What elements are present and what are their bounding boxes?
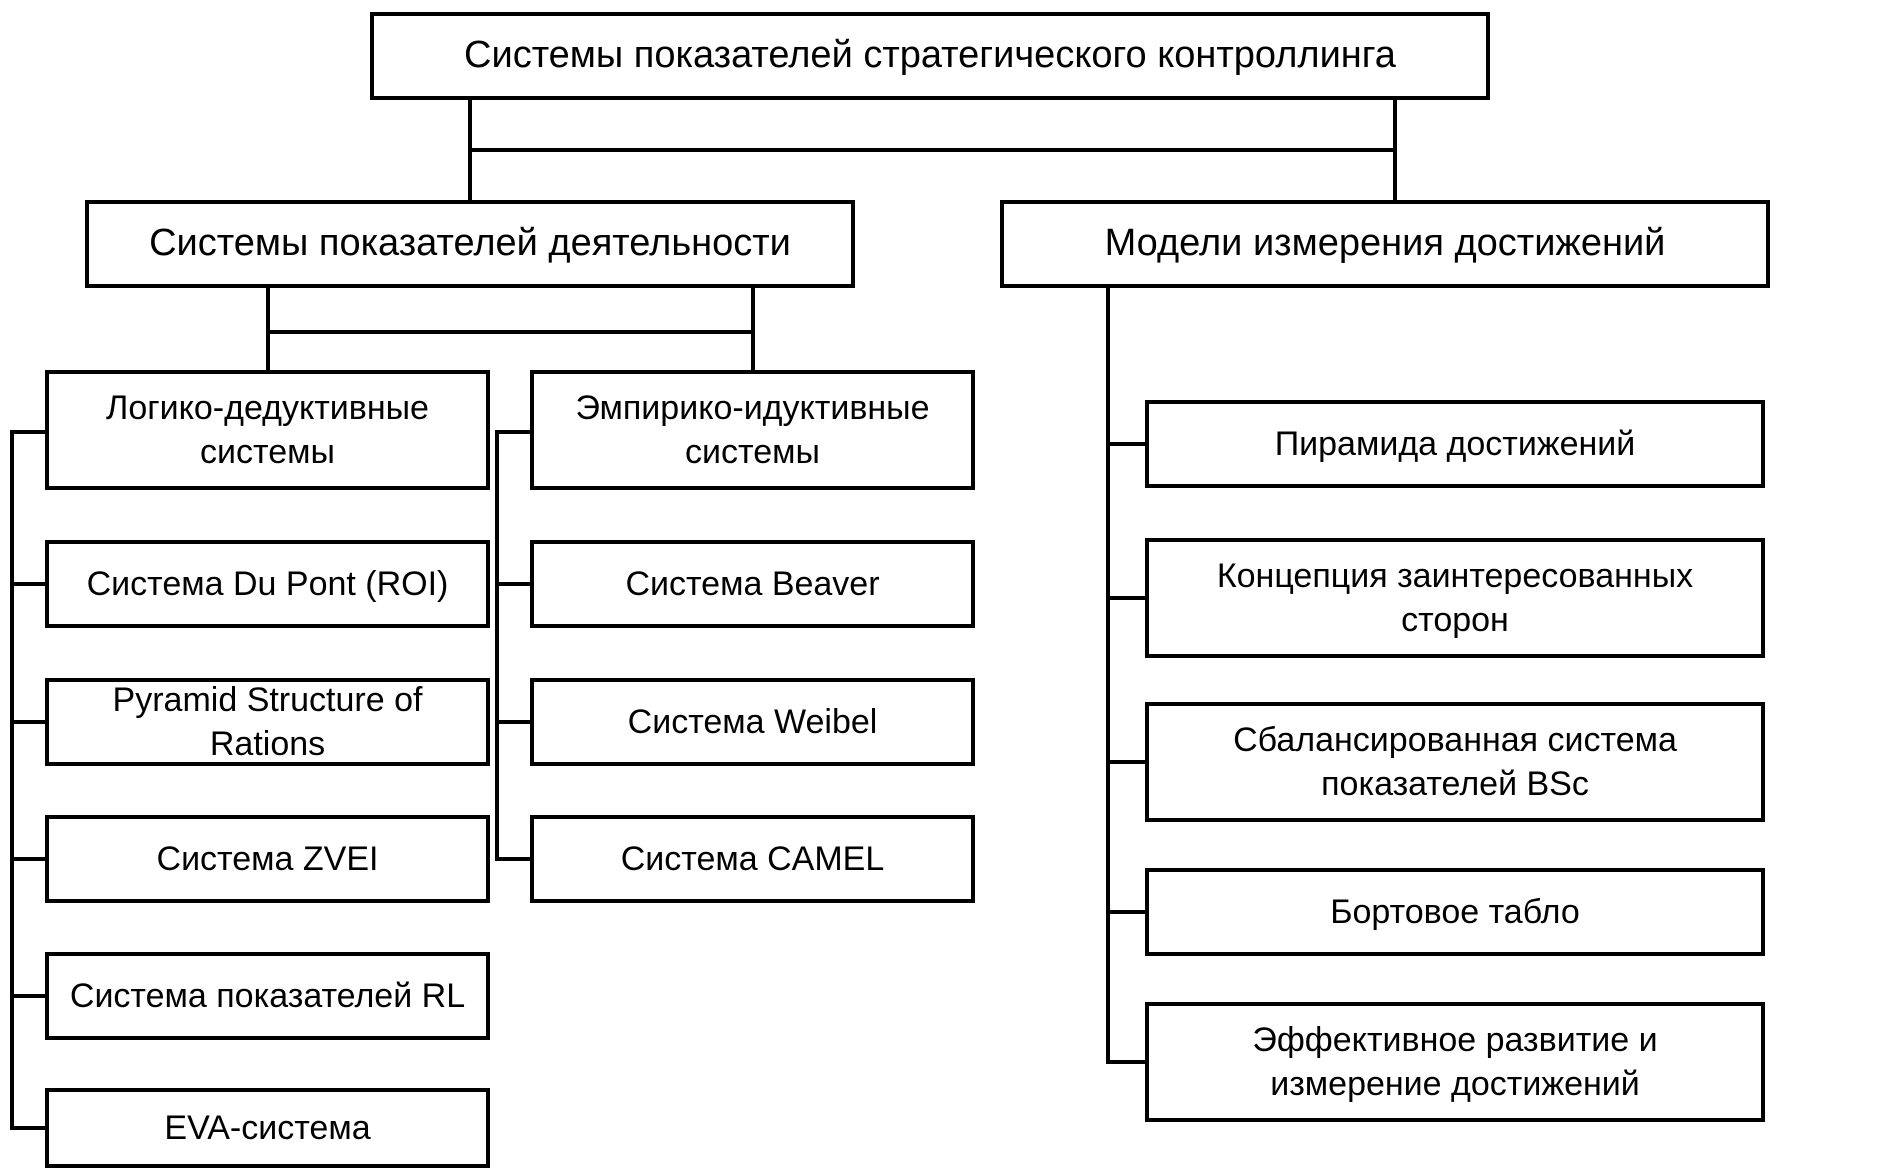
connector-line [1106,1060,1145,1064]
connector-line [468,148,472,200]
connector-line [10,857,45,861]
node-leaf-eva: EVA-система [45,1088,490,1168]
node-subbranch-empirico-inductive: Эмпирико-идуктивные системы [530,370,975,490]
connector-line [1393,100,1397,148]
node-subbranch-logico-deductive: Логико-дедуктивные системы [45,370,490,490]
node-branch-achievement-models: Модели измерения достижений [1000,200,1770,288]
connector-line [266,288,270,330]
connector-line [468,100,472,148]
node-leaf-rl: Система показателей RL [45,952,490,1040]
connector-line [10,430,45,434]
connector-line [495,857,530,861]
connector-line [1106,288,1110,1062]
connector-line [1106,596,1145,600]
connector-line [751,288,755,330]
node-leaf-effective-development: Эффективное развитие и измерение достиже… [1145,1002,1765,1122]
node-leaf-pyramid-achievements: Пирамида достижений [1145,400,1765,488]
connector-line [495,582,530,586]
node-root: Системы показателей стратегического конт… [370,12,1490,100]
node-leaf-weibel: Система Weibel [530,678,975,766]
connector-line [1106,442,1145,446]
connector-line [468,148,1397,152]
connector-line [495,430,530,434]
node-leaf-camel: Система CAMEL [530,815,975,903]
node-leaf-zvei: Система ZVEI [45,815,490,903]
connector-line [495,430,499,857]
connector-line [10,1126,45,1130]
connector-line [266,330,270,370]
node-leaf-stakeholder-concept: Концепция заинтересованных сторон [1145,538,1765,658]
connector-line [1106,760,1145,764]
connector-line [266,330,755,334]
connector-line [10,430,14,1128]
connector-line [751,330,755,370]
node-leaf-du-pont: Система Du Pont (ROI) [45,540,490,628]
node-branch-activity-systems: Системы показателей деятельности [85,200,855,288]
node-leaf-dashboard: Бортовое табло [1145,868,1765,956]
connector-line [10,994,45,998]
connector-line [495,720,530,724]
connector-line [1106,910,1145,914]
connector-line [1393,148,1397,200]
node-leaf-beaver: Система Beaver [530,540,975,628]
node-leaf-bsc: Сбалансированная система показателей BSc [1145,702,1765,822]
connector-line [10,720,45,724]
node-leaf-pyramid-structure: Pyramid Structure of Rations [45,678,490,766]
connector-line [10,582,45,586]
